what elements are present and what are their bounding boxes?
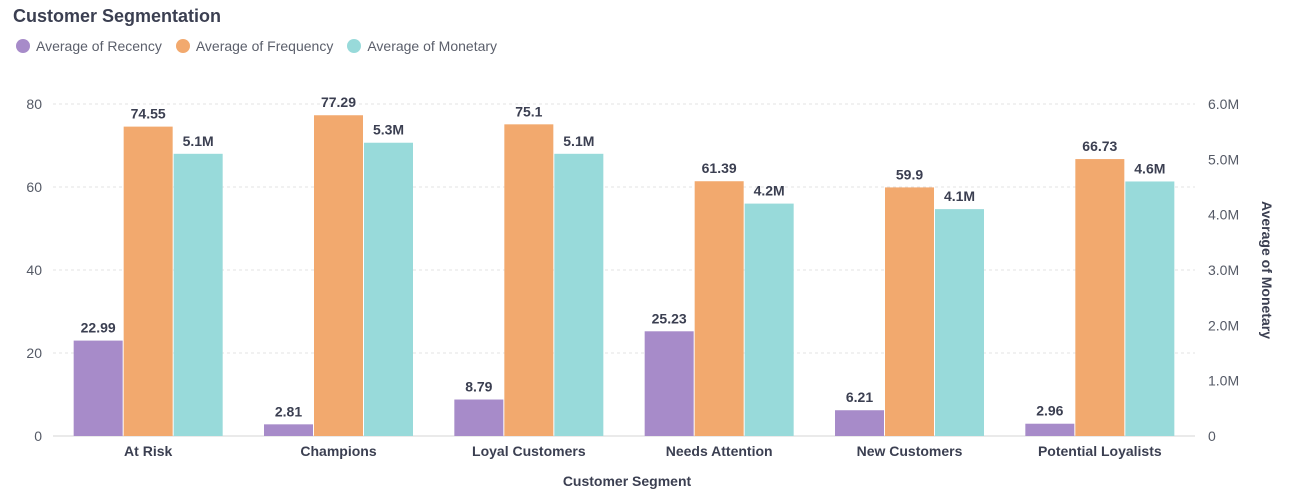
chart-title: Customer Segmentation bbox=[13, 6, 222, 26]
legend-swatch-frequency bbox=[175, 39, 190, 53]
y2-tick-label: 0 bbox=[1208, 428, 1216, 444]
y2-tick-label: 3.0M bbox=[1208, 262, 1239, 278]
legend: Average of Recency Average of Frequency … bbox=[16, 38, 497, 54]
data-label: 6.21 bbox=[846, 389, 873, 405]
data-label: 8.79 bbox=[465, 379, 492, 395]
y-tick-label: 20 bbox=[26, 345, 42, 361]
bar-monetary bbox=[364, 142, 413, 436]
y2-tick-label: 4.0M bbox=[1208, 207, 1239, 223]
bar-frequency bbox=[1075, 159, 1125, 436]
data-label: 5.1M bbox=[183, 133, 214, 149]
y2-tick-label: 2.0M bbox=[1208, 317, 1239, 333]
data-label: 4.6M bbox=[1134, 160, 1165, 176]
data-label: 59.9 bbox=[896, 166, 923, 182]
y-tick-label: 40 bbox=[26, 262, 42, 278]
x-tick-label: Loyal Customers bbox=[472, 443, 586, 459]
legend-swatch-recency bbox=[16, 39, 30, 53]
bar-recency bbox=[73, 340, 123, 436]
data-label: 2.96 bbox=[1036, 403, 1063, 419]
bar-recency bbox=[835, 410, 884, 436]
bar-monetary bbox=[935, 209, 984, 436]
y-tick-label: 0 bbox=[34, 428, 42, 444]
bar-monetary bbox=[1125, 181, 1175, 436]
y-tick-label: 60 bbox=[26, 179, 42, 195]
data-label: 77.29 bbox=[321, 94, 356, 110]
y2-axis-title: Average of Monetary bbox=[1259, 201, 1275, 339]
legend-label-monetary: Average of Monetary bbox=[367, 38, 498, 54]
data-label: 5.3M bbox=[373, 122, 404, 138]
y-tick-label: 80 bbox=[26, 96, 42, 112]
legend-swatch-monetary bbox=[347, 39, 362, 53]
x-tick-label: Champions bbox=[300, 443, 376, 459]
y2-tick-label: 5.0M bbox=[1208, 151, 1239, 167]
x-tick-label: New Customers bbox=[857, 443, 963, 459]
bar-recency bbox=[454, 399, 504, 436]
legend-label-recency: Average of Recency bbox=[36, 38, 162, 54]
data-label: 74.55 bbox=[131, 106, 166, 122]
data-label: 4.2M bbox=[754, 183, 785, 199]
legend-item-frequency[interactable]: Average of Frequency bbox=[175, 38, 334, 54]
bar-frequency bbox=[504, 124, 554, 437]
bar-frequency bbox=[694, 181, 744, 436]
bar-frequency bbox=[885, 187, 934, 436]
data-label: 5.1M bbox=[563, 133, 594, 149]
legend-item-recency[interactable]: Average of Recency bbox=[16, 38, 162, 54]
data-label: 75.1 bbox=[515, 103, 542, 119]
bar-monetary bbox=[173, 153, 223, 437]
data-label: 25.23 bbox=[652, 310, 687, 326]
y2-tick-label: 6.0M bbox=[1208, 96, 1239, 112]
y2-tick-label: 1.0M bbox=[1208, 373, 1239, 389]
x-tick-label: At Risk bbox=[124, 443, 172, 459]
x-tick-label: Needs Attention bbox=[666, 443, 773, 459]
data-label: 22.99 bbox=[81, 320, 116, 336]
x-axis-title: Customer Segment bbox=[563, 473, 692, 489]
x-tick-label: Potential Loyalists bbox=[1038, 443, 1162, 459]
legend-label-frequency: Average of Frequency bbox=[195, 38, 334, 54]
bar-frequency bbox=[123, 126, 173, 437]
data-label: 2.81 bbox=[275, 403, 302, 419]
bar-recency bbox=[1025, 423, 1075, 436]
legend-item-monetary[interactable]: Average of Monetary bbox=[347, 38, 497, 54]
bar-monetary bbox=[744, 203, 794, 436]
bar-monetary bbox=[554, 153, 604, 437]
bar-recency bbox=[644, 331, 694, 436]
bar-frequency bbox=[314, 115, 363, 437]
data-label: 4.1M bbox=[944, 188, 975, 204]
bar-recency bbox=[264, 424, 313, 436]
data-label: 61.39 bbox=[702, 160, 737, 176]
data-label: 66.73 bbox=[1082, 138, 1117, 154]
